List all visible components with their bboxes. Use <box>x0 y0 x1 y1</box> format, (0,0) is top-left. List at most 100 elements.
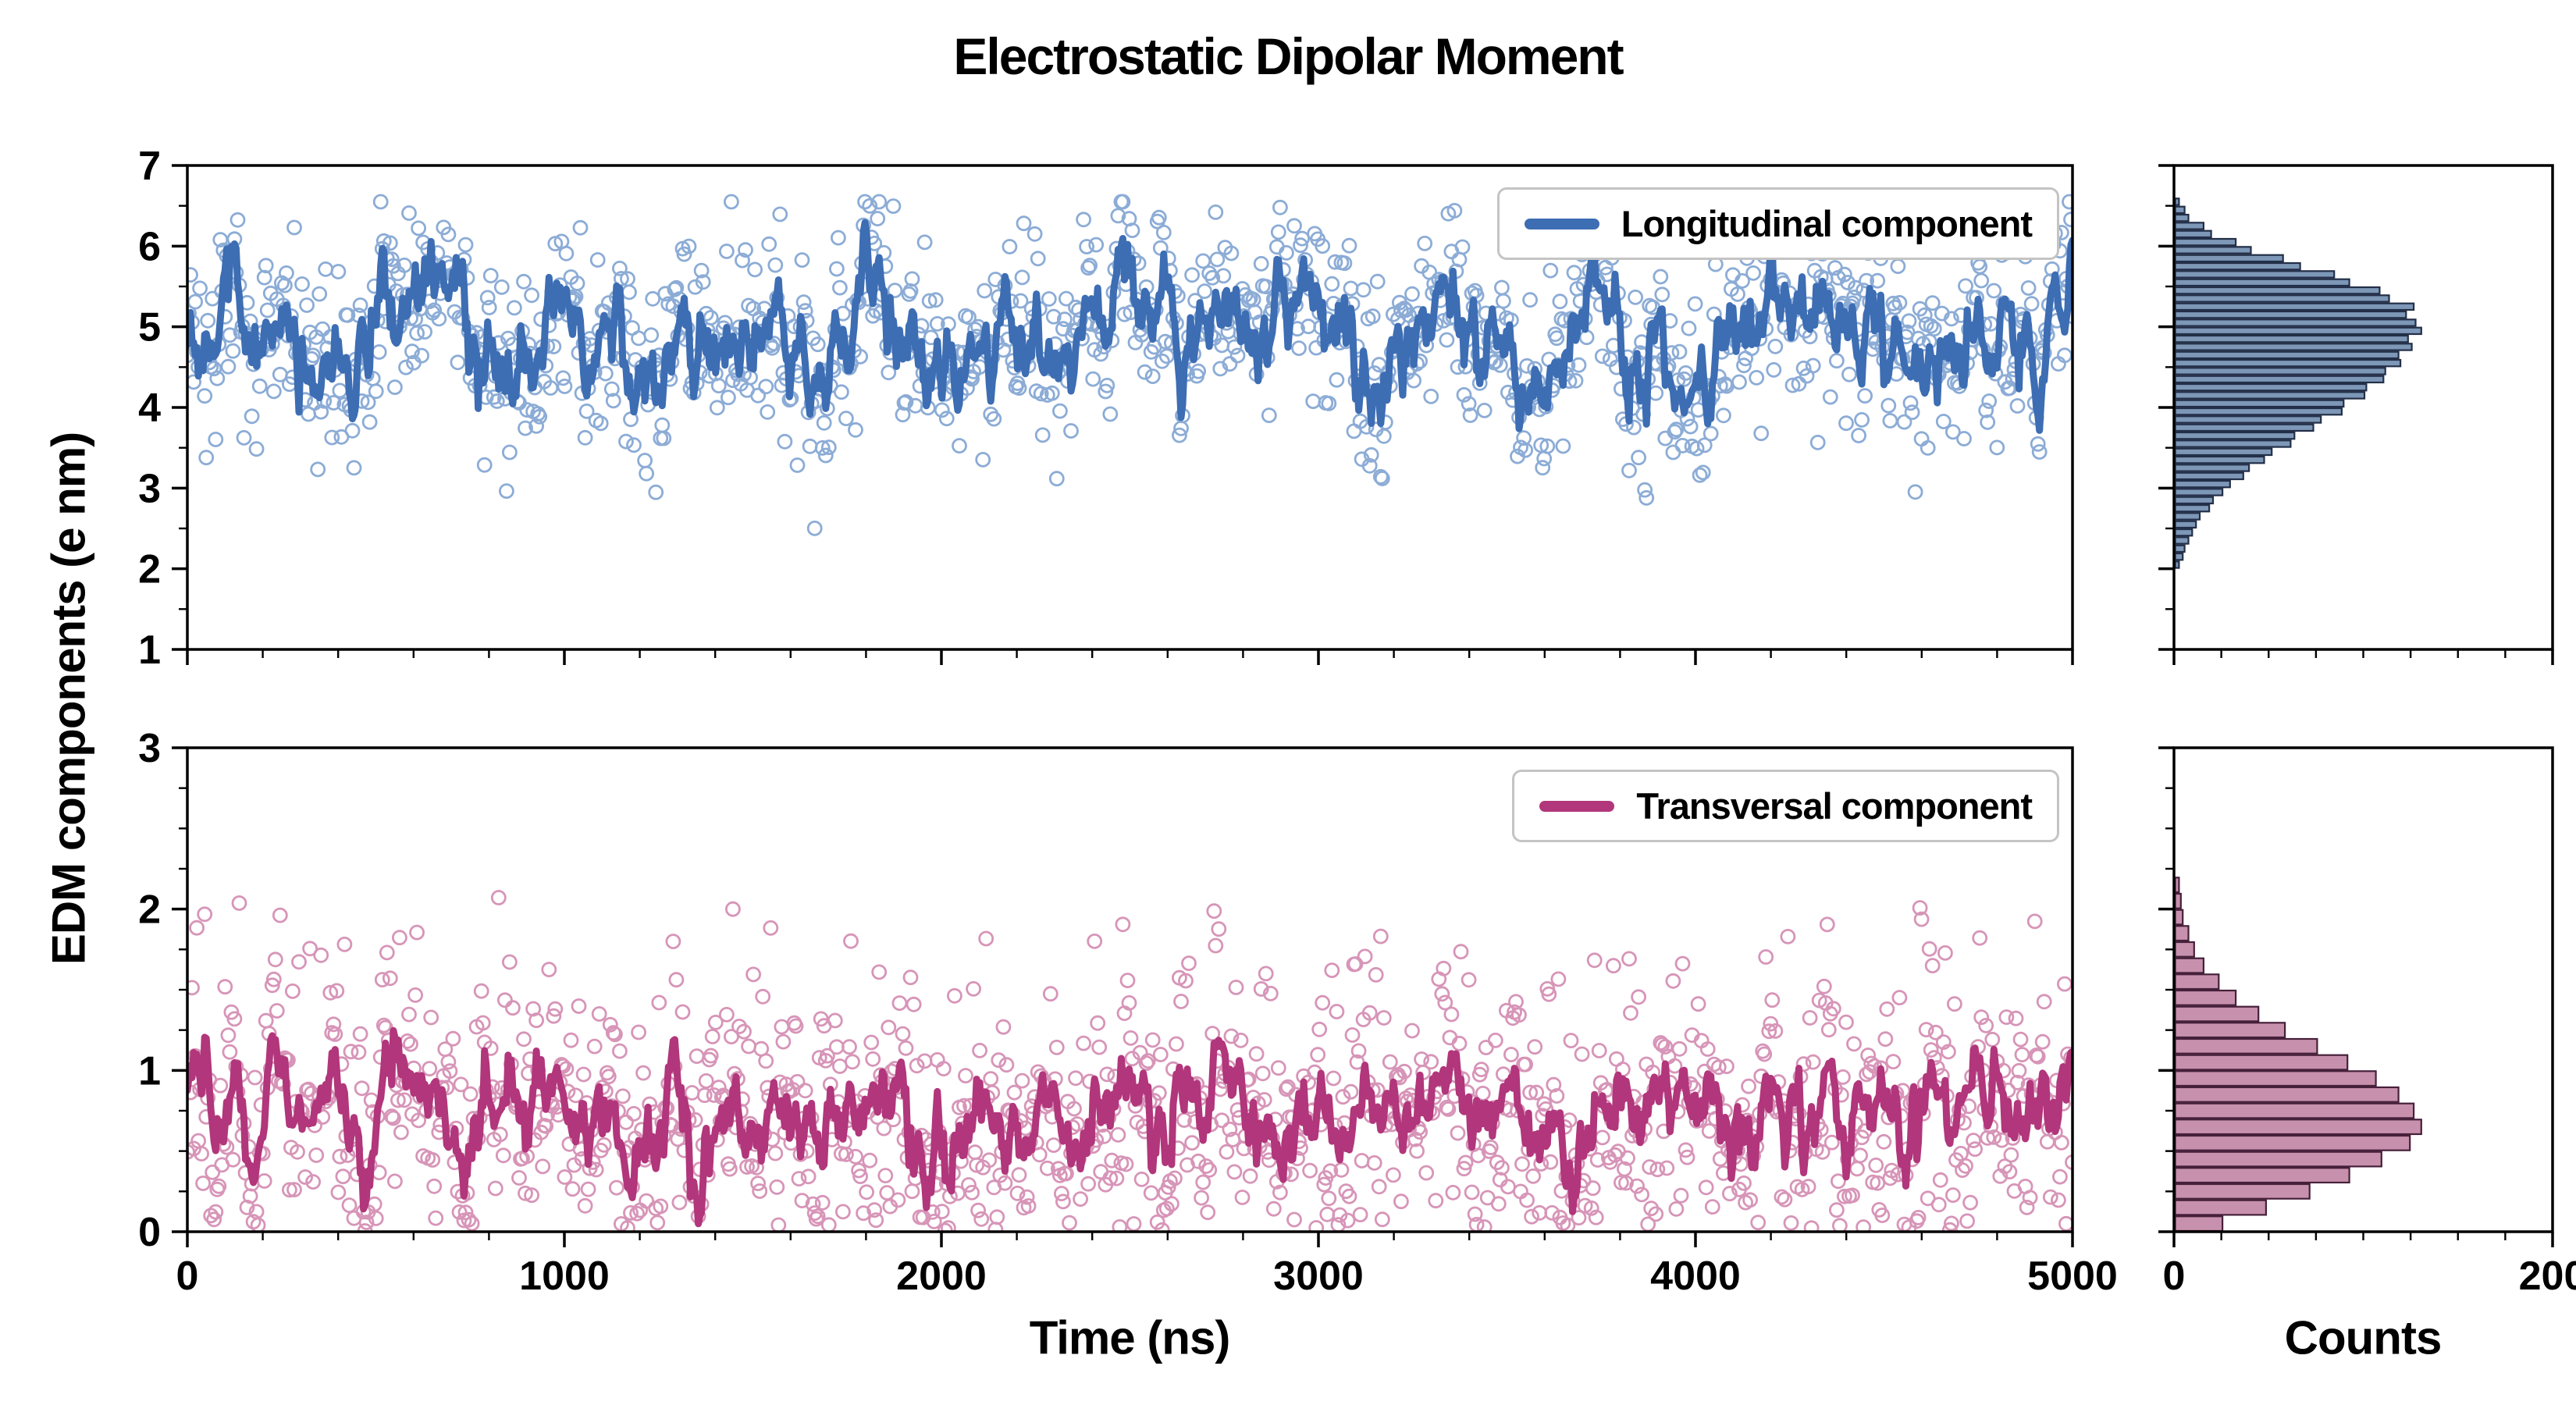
scatter-point <box>1838 1014 1854 1030</box>
scatter-point <box>428 1210 444 1226</box>
scatter-point <box>541 962 557 978</box>
scatter-point <box>947 987 962 1004</box>
scatter-point <box>1519 357 1535 374</box>
scatter-point <box>211 1178 227 1194</box>
scatter-point <box>315 321 331 337</box>
scatter-point <box>709 400 725 416</box>
scatter-point <box>1451 251 1468 268</box>
scatter-point <box>995 1019 1012 1035</box>
scatter-point <box>1079 239 1094 254</box>
scatter-point <box>222 327 238 343</box>
hist-bar <box>2174 399 2345 408</box>
scatter-point <box>250 1217 266 1232</box>
scatter-point <box>506 300 522 316</box>
scatter-point <box>1014 1072 1030 1089</box>
scatter-point <box>1352 1207 1368 1222</box>
hist-bar <box>2174 310 2407 319</box>
scatter-point <box>547 236 564 251</box>
scatter-point <box>1986 283 2002 299</box>
scatter-point <box>1879 1001 1895 1017</box>
scatter-point <box>653 1198 669 1215</box>
scatter-point <box>1272 199 1288 215</box>
scatter-point <box>614 271 629 286</box>
hist-bar <box>2174 464 2250 472</box>
scatter-point <box>1242 1168 1258 1184</box>
scatter-point <box>1090 1015 1106 1031</box>
scatter-point <box>330 1184 347 1200</box>
scatter-point <box>346 1210 362 1226</box>
scatter-point <box>1753 425 1770 442</box>
scatter-point <box>401 205 417 221</box>
scatter-point <box>1325 1070 1342 1087</box>
scatter-point <box>1566 265 1582 281</box>
scatter-point <box>2026 913 2043 930</box>
legend-longitudinal: Longitudinal component <box>1496 187 2059 260</box>
scatter-point <box>1144 368 1161 385</box>
scatter-point <box>877 1168 894 1183</box>
scatter-point <box>710 1080 727 1096</box>
scatter-point <box>1955 1162 1970 1178</box>
scatter-point <box>1386 1167 1401 1183</box>
scatter-point <box>1870 272 1886 289</box>
scatter-point <box>1173 994 1189 1009</box>
scatter-point <box>1901 313 1917 329</box>
hist-bar <box>2174 1037 2318 1055</box>
scatter-point <box>1315 994 1331 1011</box>
scatter-point <box>358 1215 375 1230</box>
scatter-point <box>1209 251 1226 268</box>
scatter-point <box>1462 407 1478 423</box>
scatter-point <box>1731 374 1747 390</box>
scatter-point <box>961 1177 977 1193</box>
scatter-point <box>929 315 945 332</box>
scatter-point <box>1048 1039 1065 1055</box>
scatter-point <box>639 465 654 482</box>
x-tick-label: 4000 <box>1650 1254 1741 1299</box>
scatter-point <box>524 1187 540 1204</box>
scatter-point <box>501 444 518 461</box>
scatter-point <box>1214 337 1230 354</box>
scatter-point <box>977 283 993 299</box>
scatter-point <box>578 403 595 419</box>
scatter-point <box>1393 1193 1409 1210</box>
scatter-point <box>1372 468 1389 485</box>
scatter-point <box>1258 966 1274 982</box>
scatter-point <box>258 1012 274 1029</box>
scatter-point <box>1846 1036 1862 1052</box>
scatter-point <box>1935 414 1952 429</box>
legend-swatch-transversal <box>1539 800 1615 812</box>
scatter-point <box>1819 916 1835 933</box>
scatter-point <box>1665 444 1681 461</box>
scatter-point <box>195 1176 212 1191</box>
hist-bar <box>2174 278 2350 287</box>
hist-bar <box>2174 892 2182 909</box>
scatter-point <box>495 1147 511 1164</box>
hist-bar <box>2174 877 2180 894</box>
scatter-point <box>588 1161 604 1178</box>
scatter-point <box>906 996 922 1012</box>
scatter-point <box>978 930 994 947</box>
scatter-point <box>763 919 779 936</box>
scatter-point <box>802 438 818 454</box>
scatter-point <box>1068 1070 1083 1087</box>
scatter-point <box>852 1168 868 1184</box>
scatter-point <box>1921 941 1937 957</box>
scatter-point <box>788 1018 804 1034</box>
scatter-point <box>829 261 845 277</box>
scatter-point <box>589 252 606 268</box>
hist-bar <box>2174 512 2201 521</box>
scatter-point <box>481 300 497 315</box>
scatter-point <box>1932 1172 1948 1188</box>
scatter-point <box>934 1204 950 1219</box>
scatter-point <box>1750 1215 1767 1231</box>
scatter-point <box>1517 442 1533 458</box>
scatter-point <box>1062 1215 1077 1231</box>
scatter-point <box>231 895 247 911</box>
scatter-point <box>1172 427 1187 443</box>
hist-bar <box>2174 318 2417 327</box>
scatter-point <box>1016 215 1032 232</box>
scatter-point <box>2008 1010 2024 1026</box>
scatter-point <box>964 1185 980 1200</box>
scatter-point <box>1082 258 1098 274</box>
scatter-point <box>1184 1135 1200 1151</box>
hist-bar <box>2174 909 2184 926</box>
